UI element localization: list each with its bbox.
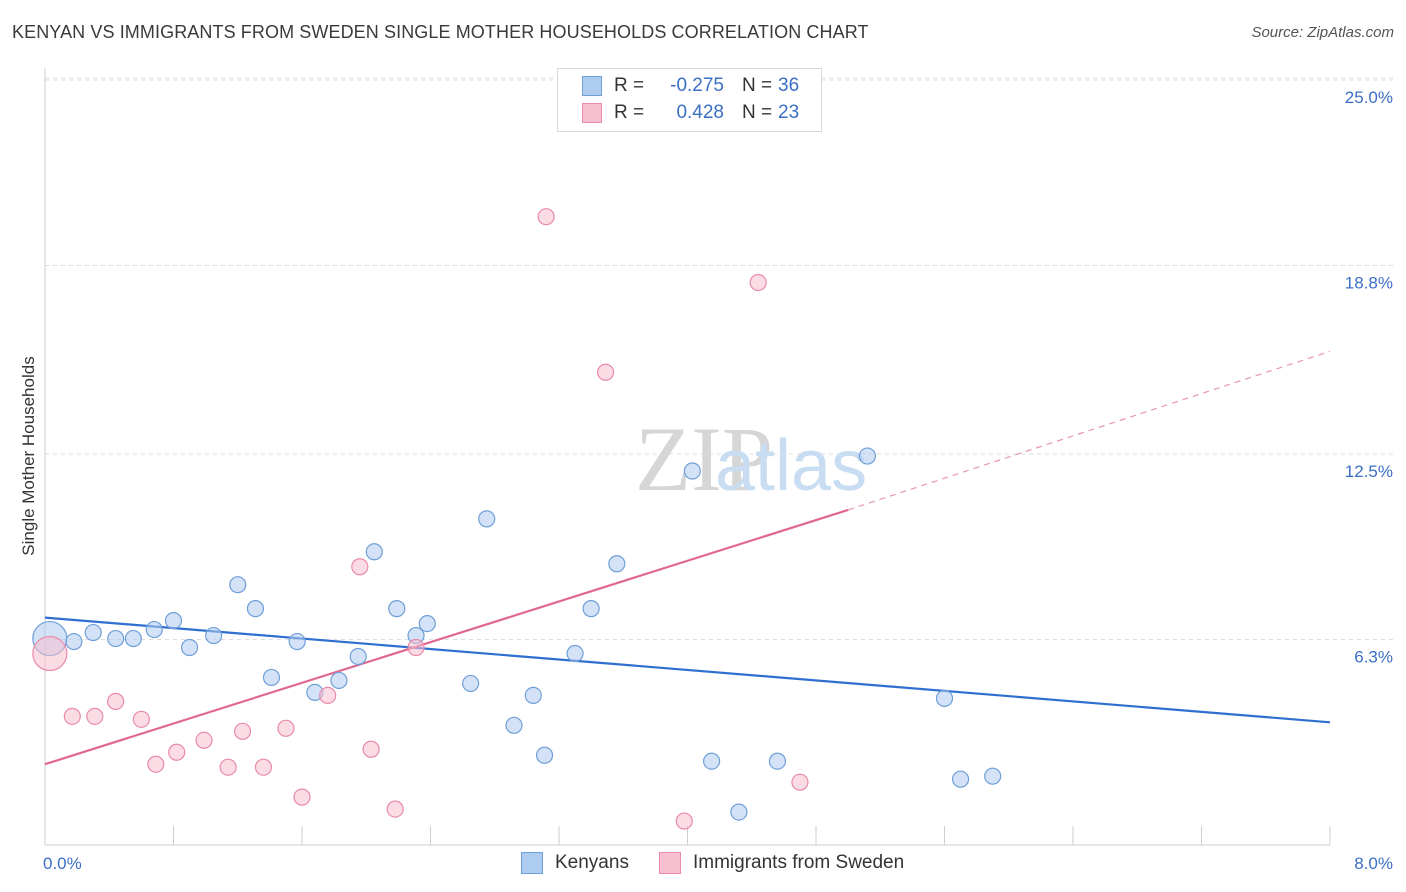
data-point-kenyans [608, 555, 626, 573]
data-point-sweden [749, 273, 767, 292]
legend-label-sweden: Immigrants from Sweden [693, 852, 905, 873]
trend-line-0 [44, 616, 1331, 724]
data-point-sweden [168, 743, 186, 761]
r-value: -0.275 [670, 75, 724, 96]
data-point-sweden [407, 638, 425, 657]
data-point-sweden [107, 692, 125, 710]
data-point-kenyans [478, 510, 496, 528]
data-point-sweden [277, 719, 295, 737]
data-point-sweden [254, 758, 273, 776]
data-point-kenyans [984, 767, 1002, 785]
watermark-atlas: atlas [715, 426, 867, 506]
data-point-kenyans [462, 674, 480, 693]
y-tick-label: 25.0% [1345, 88, 1393, 107]
legend-item-sweden[interactable]: Immigrants from Sweden [659, 852, 904, 874]
r-value: 0.428 [676, 102, 724, 123]
data-point-sweden [351, 558, 369, 576]
data-point-sweden [86, 707, 104, 725]
data-point-sweden [362, 740, 380, 758]
data-point-sweden [386, 800, 404, 818]
legend-row-kenyans: R = -0.275 N = 36 [582, 73, 799, 99]
data-point-kenyans [145, 620, 163, 639]
data-point-kenyans [582, 600, 600, 618]
data-point-kenyans [702, 752, 721, 770]
data-point-kenyans [365, 543, 383, 561]
data-point-kenyans [524, 686, 542, 705]
data-point-sweden [147, 755, 165, 773]
legend-item-kenyans[interactable]: Kenyans [521, 852, 629, 874]
data-point-kenyans [349, 647, 367, 666]
n-value: 36 [778, 75, 800, 96]
y-tick-label: 12.5% [1345, 462, 1393, 481]
data-point-kenyans [505, 716, 523, 734]
legend-label-kenyans: Kenyans [555, 852, 629, 873]
data-points [32, 208, 1002, 830]
data-point-sweden [32, 635, 68, 672]
y-tick-label: 6.3% [1354, 648, 1393, 667]
legend-swatch-kenyans [521, 852, 543, 874]
data-point-kenyans [84, 623, 102, 642]
data-point-kenyans [730, 803, 748, 821]
data-point-kenyans [566, 644, 584, 663]
x-tick-label: 0.0% [43, 854, 82, 873]
data-point-kenyans [164, 611, 183, 630]
trend-line-dashed-1 [847, 350, 1331, 511]
data-point-sweden [233, 722, 252, 740]
watermark-zip: ZIP [635, 408, 773, 510]
legend-swatch-kenyans [582, 76, 602, 96]
data-point-kenyans [124, 629, 142, 648]
r-label: R = [614, 75, 645, 96]
legend-swatch-sweden [582, 103, 602, 123]
trend-lines [44, 350, 1331, 766]
axis-labels: 6.3% 12.5% 18.8% 25.0% 0.0% 8.0% Single Mother… [19, 88, 1393, 873]
data-point-kenyans [858, 447, 877, 465]
data-point-sweden [319, 686, 337, 705]
data-point-sweden [537, 208, 555, 226]
data-point-kenyans [951, 770, 970, 788]
data-point-kenyans [246, 600, 265, 618]
data-point-sweden [293, 788, 311, 806]
y-tick-label: 18.8% [1345, 274, 1393, 293]
source-note: Source: ZipAtlas.com [1251, 24, 1394, 41]
legend-swatch-sweden [659, 852, 681, 874]
legend-row-sweden: R = 0.428 N = 23 [582, 100, 799, 126]
data-point-kenyans [65, 632, 83, 651]
data-point-sweden [219, 758, 237, 776]
n-label: N = [742, 75, 773, 96]
data-point-kenyans [418, 614, 436, 633]
data-point-kenyans [935, 689, 954, 707]
x-tick-label: 8.0% [1354, 854, 1393, 873]
data-point-sweden [791, 773, 809, 791]
data-point-kenyans [330, 671, 348, 690]
stats-legend: R = -0.275 N = 36 R = 0.428 N = 23 [557, 68, 822, 132]
watermark: ZIP atlas [635, 408, 867, 510]
data-point-kenyans [388, 600, 406, 618]
data-point-sweden [132, 710, 150, 728]
data-point-kenyans [180, 638, 199, 657]
n-value: 23 [778, 102, 800, 123]
data-point-sweden [675, 812, 693, 830]
data-point-kenyans [262, 668, 281, 687]
data-point-kenyans [288, 632, 306, 651]
data-point-sweden [195, 731, 213, 749]
data-point-sweden [596, 363, 615, 381]
data-point-kenyans [683, 462, 701, 480]
n-label: N = [742, 102, 773, 123]
grid-lines [45, 77, 1395, 641]
series-legend: Kenyans Immigrants from Sweden [0, 852, 1406, 878]
data-point-kenyans [205, 626, 223, 645]
r-label: R = [614, 102, 645, 123]
y-axis-label: Single Mother Households [19, 356, 38, 555]
data-point-kenyans [229, 576, 247, 594]
chart-title: KENYAN VS IMMIGRANTS FROM SWEDEN SINGLE … [12, 22, 869, 42]
trend-line-1 [44, 508, 849, 766]
data-point-kenyans [768, 752, 787, 770]
data-point-kenyans [535, 746, 554, 764]
axes [44, 68, 1331, 846]
data-point-sweden [63, 707, 81, 725]
data-point-kenyans [107, 629, 125, 648]
